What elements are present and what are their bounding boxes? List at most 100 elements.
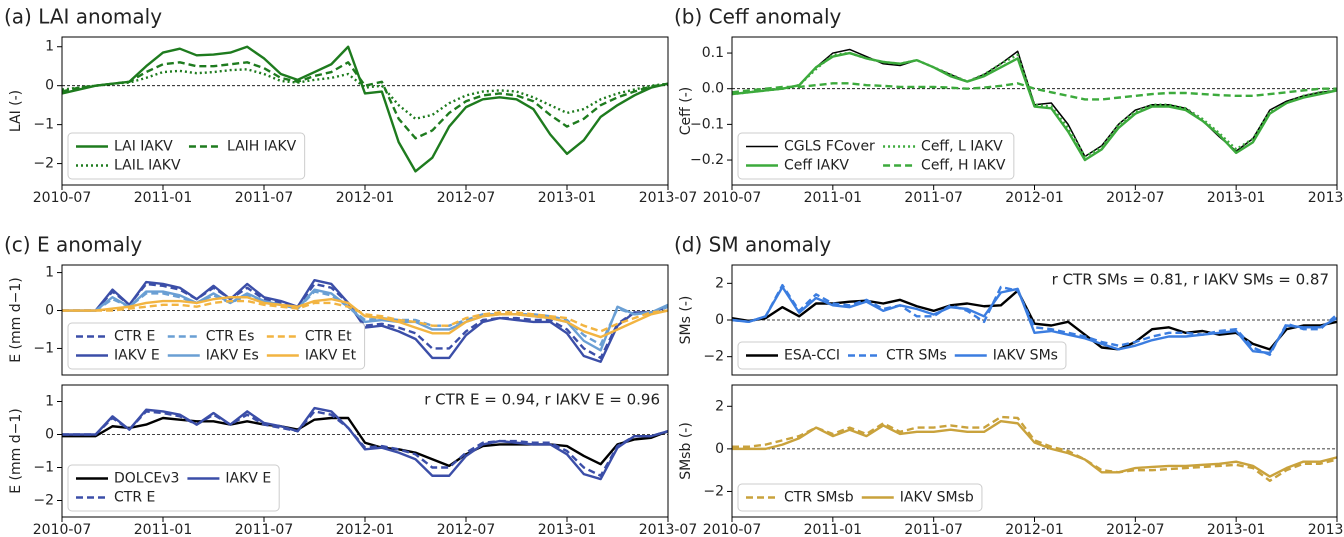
x-tick-label: 2010-07: [703, 522, 762, 537]
x-tick-label: 2013-01: [538, 190, 597, 206]
y-tick-label: 1: [45, 39, 54, 55]
series-line: [732, 419, 1338, 478]
y-tick-label: −2: [703, 483, 724, 499]
x-tick-label: 2012-01: [336, 522, 395, 537]
y-tick-label: 0: [715, 312, 724, 328]
x-tick-label: 2012-07: [437, 190, 496, 206]
series-line: [62, 299, 669, 333]
legend-label: CGLS FCover: [784, 139, 875, 155]
panel-title: (c) E anomaly: [4, 233, 142, 257]
panel-title: (d) SM anomaly: [674, 233, 831, 257]
y-axis-label: SMsb (-): [678, 422, 694, 480]
y-tick-label: −2: [703, 349, 724, 365]
series-line: [731, 283, 1338, 357]
legend-box: [737, 341, 1067, 370]
x-tick-label: 2010-07: [33, 190, 92, 206]
legend: LAI IAKV LAIL IAKV LAIH IAKV: [67, 132, 306, 180]
series-line: [62, 290, 669, 346]
y-tick-label: −1: [33, 340, 54, 356]
series-line: [731, 51, 1338, 162]
x-tick-label: 2011-07: [235, 522, 294, 537]
legend-label: CTR E: [114, 329, 155, 345]
y-tick-label: −2: [33, 156, 54, 172]
legend-label: Ceff, L IAKV: [921, 139, 1003, 155]
y-tick-label: 0: [45, 427, 54, 443]
series-line: [732, 415, 1338, 483]
legend: CGLS FCover Ceff IAKV Ceff, L IAKV Ceff, H …: [737, 132, 1015, 180]
y-tick-label: −0.1: [690, 116, 724, 132]
plot-frame: [731, 384, 1338, 518]
legend-label: Ceff, H IAKV: [921, 158, 1006, 174]
y-axis-label: LAI (-): [8, 90, 24, 132]
x-tick-label: 2013-07: [1308, 522, 1344, 537]
y-tick-label: −1: [33, 117, 54, 133]
legend: ESA-CCI CTR SMs IAKV SMs: [737, 341, 1067, 370]
legend-label: CTR SMsb: [784, 490, 854, 506]
legend-label: IAKV E: [225, 471, 271, 487]
legend: CTR E IAKV E CTR Es IAKV Es CTR Et IAKV Et: [67, 322, 366, 370]
plot-frame: [61, 36, 669, 186]
legend-label: LAIH IAKV: [227, 139, 297, 155]
x-tick-label: 2011-07: [235, 190, 294, 206]
legend-label: LAIL IAKV: [114, 158, 181, 174]
y-tick-label: 0.1: [702, 45, 724, 61]
legend-label: IAKV SMsb: [900, 490, 974, 506]
x-tick-label: 2011-07: [904, 522, 963, 537]
y-tick-label: 2: [715, 275, 724, 291]
x-tick-label: 2011-01: [134, 522, 193, 537]
y-tick-label: 1: [45, 265, 54, 281]
x-tick-label: 2013-01: [538, 522, 597, 537]
x-tick-label: 2012-01: [1005, 190, 1064, 206]
legend-label: CTR SMs: [886, 348, 947, 364]
legend-label: IAKV Es: [206, 348, 259, 364]
series-line: [731, 82, 1337, 101]
x-tick-label: 2013-01: [1207, 522, 1266, 537]
x-tick-label: 2013-07: [639, 190, 698, 206]
x-tick-label: 2013-01: [1207, 190, 1266, 206]
series-line: [61, 61, 669, 140]
legend-label: CTR E: [114, 490, 155, 506]
plot-frame: [731, 36, 1338, 186]
series-line: [62, 282, 669, 360]
y-tick-label: 0: [45, 303, 54, 319]
legend: DOLCEv3 CTR E IAKV E: [67, 464, 280, 512]
legend-label: ESA-CCI: [784, 348, 840, 364]
legend: CTR SMsb IAKV SMsb: [737, 483, 983, 512]
legend-label: LAI IAKV: [114, 139, 173, 155]
y-tick-label: 1: [45, 394, 54, 410]
series-line: [62, 296, 669, 339]
legend-box: [67, 322, 366, 370]
x-tick-label: 2011-01: [804, 522, 863, 537]
plot-frame: [61, 384, 669, 518]
legend-label: IAKV SMs: [993, 348, 1058, 364]
x-tick-label: 2011-07: [904, 190, 963, 206]
legend-label: CTR Et: [305, 329, 352, 345]
y-axis-label: SMs (-): [678, 296, 694, 345]
y-tick-label: 0: [715, 441, 724, 457]
annotation: r CTR SMs = 0.81, r IAKV SMs = 0.87: [1052, 271, 1329, 289]
y-tick-label: 0: [45, 78, 54, 94]
legend-label: Ceff IAKV: [784, 158, 849, 174]
x-tick-label: 2013-07: [1308, 190, 1344, 206]
legend-box: [67, 132, 306, 180]
legend-box: [67, 464, 280, 512]
legend-label: IAKV E: [114, 348, 160, 364]
series-line: [61, 45, 669, 173]
y-tick-label: −0.2: [690, 152, 724, 168]
series-line: [62, 416, 669, 468]
series-line: [62, 406, 669, 481]
y-tick-label: −2: [33, 493, 54, 509]
series-line: [731, 285, 1338, 355]
y-tick-label: −1: [33, 460, 54, 476]
y-axis-label: E (mm d−1): [8, 277, 24, 362]
x-tick-label: 2012-07: [1106, 522, 1165, 537]
x-tick-label: 2012-07: [437, 522, 496, 537]
plot-frame: [61, 264, 669, 376]
annotation: r CTR E = 0.94, r IAKV E = 0.96: [424, 391, 660, 409]
y-tick-label: 2: [715, 398, 724, 414]
legend-label: DOLCEv3: [114, 471, 179, 487]
x-tick-label: 2011-01: [134, 190, 193, 206]
plot-frame: [731, 264, 1338, 376]
x-tick-label: 2012-07: [1106, 190, 1165, 206]
